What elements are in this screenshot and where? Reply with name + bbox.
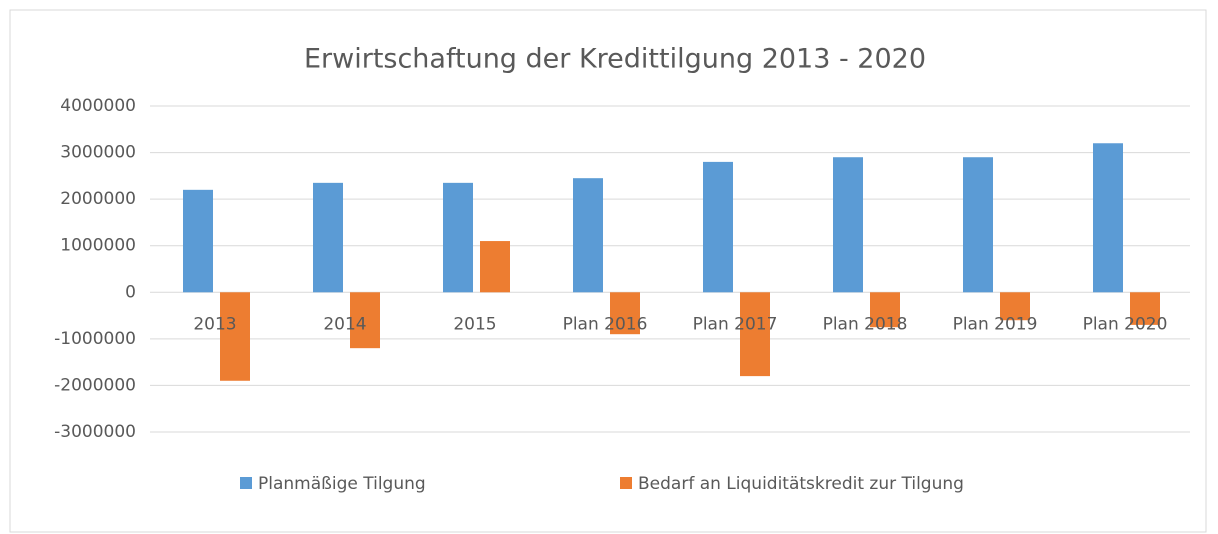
- bar: [1000, 292, 1030, 321]
- x-tick-label: 2013: [193, 314, 236, 334]
- chart-title: Erwirtschaftung der Kredittilgung 2013 -…: [304, 44, 926, 75]
- y-tick-label: 0: [125, 282, 136, 302]
- y-tick-label: 1000000: [60, 236, 136, 256]
- x-tick-label: 2015: [453, 314, 496, 334]
- bar: [703, 161, 733, 293]
- y-tick-label: -3000000: [54, 422, 136, 442]
- x-tick-label: Plan 2016: [563, 314, 648, 334]
- y-tick-label: -2000000: [54, 375, 136, 395]
- bar: [1130, 292, 1160, 325]
- bar: [833, 157, 863, 293]
- y-tick-label: -1000000: [54, 329, 136, 349]
- x-tick-label: Plan 2018: [823, 314, 908, 334]
- legend-label: Planmäßige Tilgung: [258, 474, 426, 494]
- bar: [1093, 143, 1123, 293]
- bar: [573, 178, 603, 293]
- y-tick-label: 3000000: [60, 143, 136, 163]
- bar: [443, 182, 473, 293]
- x-tick-label: 2014: [323, 314, 366, 334]
- bar: [183, 189, 213, 293]
- bar: [740, 292, 770, 377]
- legend-swatch: [620, 477, 632, 489]
- x-tick-label: Plan 2020: [1083, 314, 1168, 334]
- y-tick-label: 4000000: [60, 96, 136, 116]
- x-tick-label: Plan 2017: [693, 314, 778, 334]
- bar: [350, 292, 380, 349]
- bar: [610, 292, 640, 335]
- legend-label: Bedarf an Liquiditätskredit zur Tilgung: [638, 474, 964, 494]
- bar: [870, 292, 900, 328]
- bar: [313, 182, 343, 293]
- y-tick-label: 2000000: [60, 189, 136, 209]
- legend-swatch: [240, 477, 252, 489]
- bar: [963, 157, 993, 293]
- x-tick-label: Plan 2019: [953, 314, 1038, 334]
- bar: [480, 241, 510, 293]
- bar: [220, 292, 250, 381]
